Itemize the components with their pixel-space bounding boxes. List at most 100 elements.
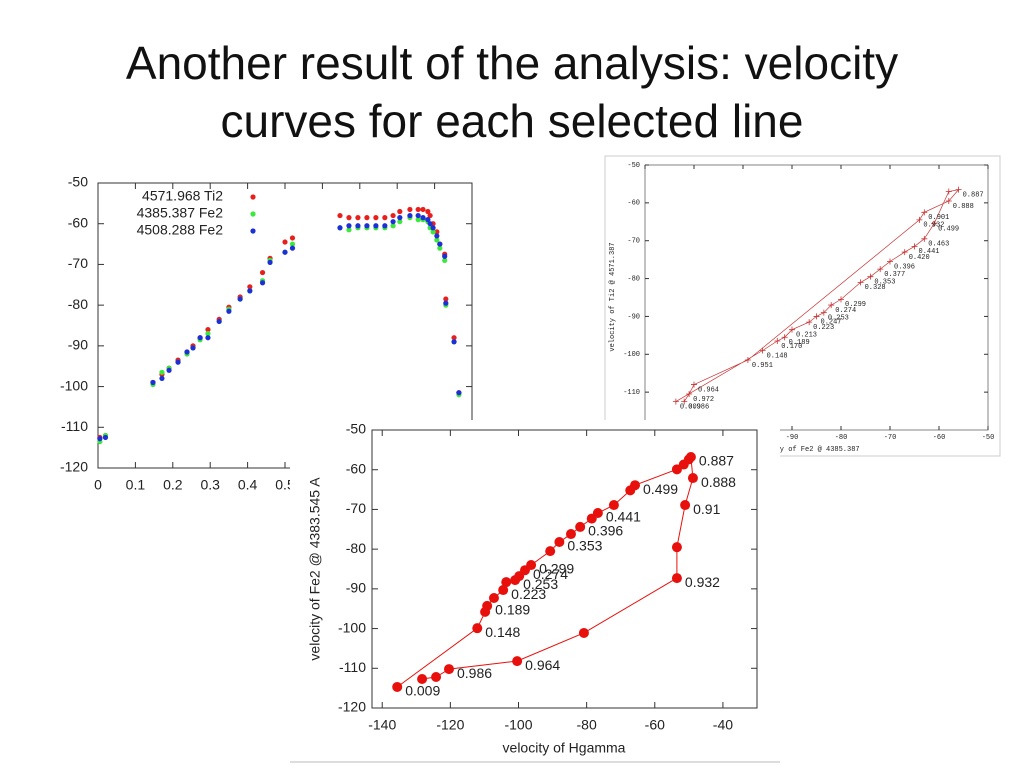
data-point <box>434 229 440 235</box>
point-label: 0.901 <box>928 214 949 222</box>
data-point <box>425 217 431 223</box>
data-point <box>434 233 440 239</box>
x-tick-label: -60 <box>645 717 665 733</box>
data-point <box>691 381 697 388</box>
point-label: 0.420 <box>909 254 930 262</box>
data-point <box>672 398 679 405</box>
data-point <box>247 288 253 294</box>
x-tick-label: 0.4 <box>238 477 258 493</box>
data-point <box>97 436 103 442</box>
data-point <box>565 529 576 540</box>
data-point <box>190 345 196 351</box>
x-axis-label: velocity of Hgamma <box>503 740 626 756</box>
data-point <box>175 359 181 365</box>
data-point <box>921 235 928 242</box>
point-label: 0.932 <box>923 222 944 230</box>
data-point <box>346 215 352 221</box>
y-tick-label: -70 <box>346 500 366 516</box>
data-point <box>554 536 565 547</box>
data-point <box>781 334 788 341</box>
data-point <box>444 664 454 675</box>
y-tick-label: -120 <box>338 699 366 715</box>
point-label: 0.274 <box>835 307 856 315</box>
y-axis-label: velocity of Ti2 @ 4571.387 <box>609 242 617 351</box>
y-tick-label: -90 <box>68 337 88 353</box>
x-axis-label: velocity of Fe2 @ 4385.387 <box>750 446 859 454</box>
data-point <box>247 284 253 290</box>
y-tick-label: -110 <box>61 418 88 434</box>
x-tick-label: -140 <box>368 717 396 733</box>
x-tick-label: 0.1 <box>126 477 146 493</box>
point-label: 0.213 <box>796 332 817 340</box>
legend-label: 4571.968 Ti2 <box>142 188 223 204</box>
point-label: 0.353 <box>567 538 602 554</box>
point-label: 0.253 <box>828 314 849 322</box>
data-point <box>390 212 396 219</box>
y-tick-label: -100 <box>623 351 640 359</box>
point-label: 0.887 <box>699 453 734 469</box>
chart: -110-100-90-80-70-60-50-120-110-100-90-8… <box>604 155 1001 457</box>
plot-frame <box>644 164 989 431</box>
data-point <box>430 225 436 231</box>
point-label: 0.986 <box>688 403 709 411</box>
data-point <box>921 209 928 216</box>
data-point <box>364 215 370 221</box>
y-tick-label: -100 <box>60 377 88 393</box>
data-point <box>159 375 165 382</box>
point-label: 0.951 <box>752 362 773 370</box>
data-point <box>407 206 413 213</box>
data-point <box>592 508 603 519</box>
data-point <box>671 573 682 584</box>
slide-title: Another result of the analysis: velocity… <box>0 34 1024 150</box>
y-tick-label: -110 <box>339 659 366 675</box>
data-point <box>434 237 440 243</box>
y-tick-label: -90 <box>627 313 640 321</box>
data-point <box>671 542 682 553</box>
point-label: 0.247 <box>821 318 842 326</box>
data-point <box>820 309 827 316</box>
point-label: 0.377 <box>884 271 905 279</box>
y-tick-label: -100 <box>338 619 366 635</box>
point-label: 0.91 <box>693 501 720 517</box>
data-point <box>681 398 688 405</box>
data-point <box>442 257 448 263</box>
point-label: 0.396 <box>588 523 623 539</box>
y-axis-label: velocity of Fe2 @ 4383.545 A <box>307 477 323 661</box>
point-label: 0.223 <box>511 586 546 602</box>
data-point <box>443 300 449 306</box>
x-tick-label: -60 <box>933 434 946 442</box>
data-point <box>355 223 361 229</box>
point-label: 0.148 <box>485 624 520 640</box>
title-line: Another result of the analysis: velocity <box>125 37 899 89</box>
x-tick-label: -90 <box>786 434 799 442</box>
data-point <box>346 223 352 229</box>
data-point <box>686 391 693 398</box>
x-tick-label: -40 <box>713 717 733 733</box>
data-point <box>184 349 190 355</box>
point-label: 0.189 <box>495 602 530 618</box>
data-point <box>205 326 211 333</box>
point-label: 0.148 <box>767 352 788 360</box>
point-label: 0.888 <box>701 474 736 490</box>
x-tick-label: -80 <box>835 434 848 442</box>
data-point <box>828 302 835 309</box>
chart: -120-110-100-90-80-70-60-50-140 -120 -100-… <box>290 420 780 764</box>
data-point <box>373 215 379 221</box>
y-tick-label: -60 <box>627 200 640 208</box>
data-point <box>382 223 388 229</box>
x-tick-label: -70 <box>884 434 897 442</box>
data-point <box>373 223 379 229</box>
data-point <box>197 335 203 341</box>
data-point <box>420 206 426 213</box>
data-point <box>488 592 499 603</box>
data-point <box>237 296 243 302</box>
point-label: 0.009 <box>680 403 701 411</box>
data-point <box>789 326 795 333</box>
point-label: 0.972 <box>693 396 714 404</box>
data-point <box>430 229 436 235</box>
y-tick-label: -60 <box>68 214 88 230</box>
point-label: 0.253 <box>523 576 558 592</box>
point-label: 0.223 <box>813 324 834 332</box>
